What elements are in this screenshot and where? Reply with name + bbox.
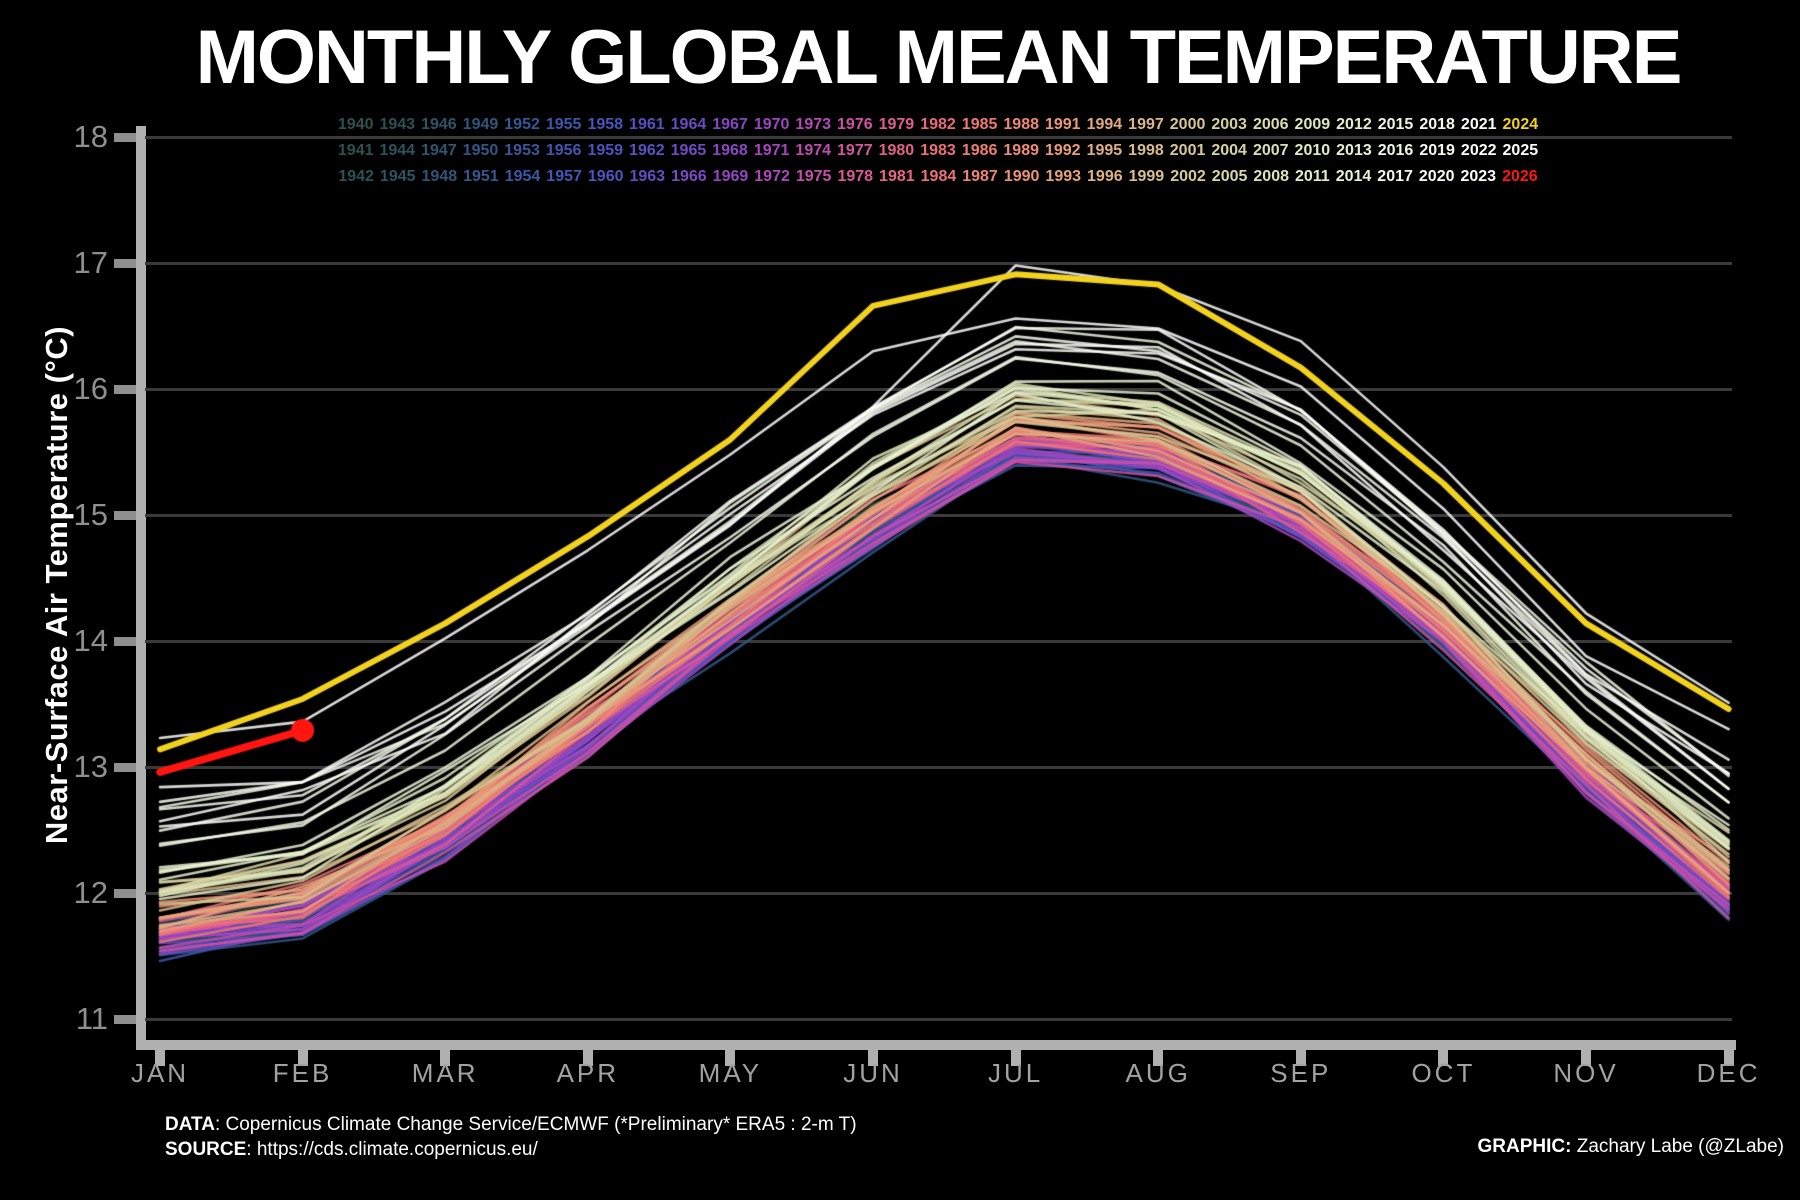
footer-credits: DATA: Copernicus Climate Change Service/… bbox=[165, 1112, 857, 1162]
footer-data-text: : Copernicus Climate Change Service/ECMW… bbox=[214, 1114, 857, 1135]
footer-data-line: DATA: Copernicus Climate Change Service/… bbox=[165, 1112, 857, 1137]
footer-data-label: DATA bbox=[165, 1114, 215, 1135]
footer-graphic-credit: GRAPHIC: Zachary Labe (@ZLabe) bbox=[1477, 1136, 1784, 1158]
footer-source-line: SOURCE: https://cds.climate.copernicus.e… bbox=[165, 1137, 857, 1162]
footer-source-label: SOURCE bbox=[165, 1139, 247, 1160]
footer-graphic-label: GRAPHIC: bbox=[1477, 1136, 1572, 1157]
footer-source-text: : https://cds.climate.copernicus.eu/ bbox=[246, 1139, 538, 1160]
footer-graphic-text: Zachary Labe (@ZLabe) bbox=[1571, 1136, 1784, 1157]
